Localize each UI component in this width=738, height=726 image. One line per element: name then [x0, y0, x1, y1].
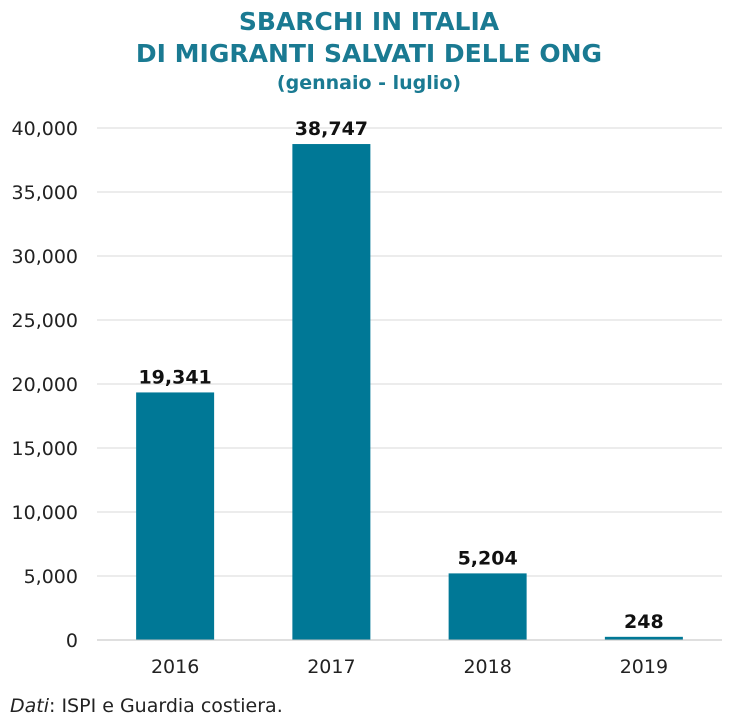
- x-tick-label: 2016: [151, 656, 199, 678]
- source-text: : ISPI e Guardia costiera.: [49, 695, 283, 717]
- chart-title: SBARCHI IN ITALIA: [238, 7, 500, 36]
- bar-value-label: 19,341: [138, 366, 211, 388]
- y-tick-label: 25,000: [12, 310, 78, 332]
- source-note: Dati: ISPI e Guardia costiera.: [10, 695, 283, 717]
- source-label: Dati: [10, 695, 50, 717]
- x-tick-label: 2018: [463, 656, 511, 678]
- y-tick-label: 5,000: [24, 566, 78, 588]
- x-tick-label: 2017: [307, 656, 355, 678]
- chart-title-line-2: DI MIGRANTI SALVATI DELLE ONG: [135, 39, 603, 68]
- bar: [292, 144, 371, 641]
- x-tick-label: 2019: [620, 656, 668, 678]
- bar-value-label: 38,747: [295, 118, 368, 140]
- chart-title-block: SBARCHI IN ITALIA DI MIGRANTI SALVATI DE…: [0, 6, 738, 96]
- chart-subtitle: (gennaio - luglio): [276, 72, 462, 94]
- bar-value-label: 5,204: [458, 547, 518, 569]
- y-tick-label: 0: [66, 630, 78, 652]
- y-tick-label: 10,000: [12, 502, 78, 524]
- bar-value-label: 248: [624, 611, 664, 633]
- y-tick-label: 35,000: [12, 182, 78, 204]
- bar: [136, 392, 215, 640]
- bar: [604, 636, 683, 640]
- bar: [448, 573, 527, 640]
- y-tick-label: 40,000: [12, 118, 78, 140]
- y-tick-label: 20,000: [12, 374, 78, 396]
- y-tick-label: 15,000: [12, 438, 78, 460]
- y-tick-label: 30,000: [12, 246, 78, 268]
